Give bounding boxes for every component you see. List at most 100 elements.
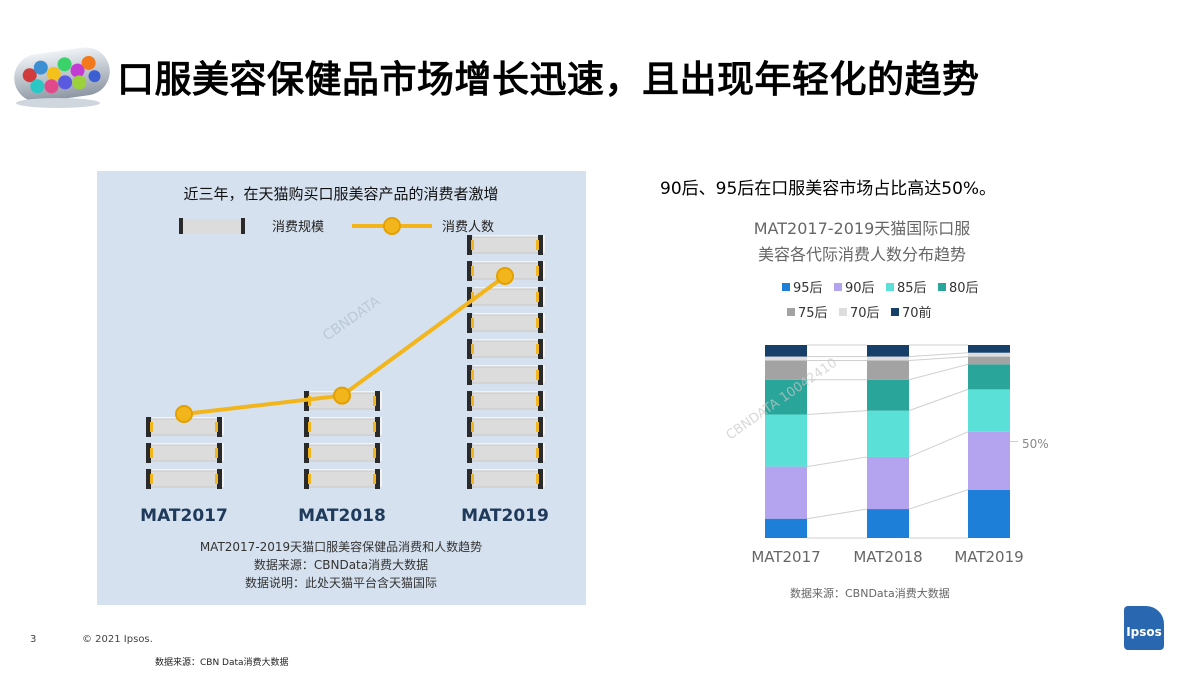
stack-bracket-right bbox=[538, 469, 543, 489]
stack-accent-left bbox=[471, 422, 474, 432]
x-label-MAT2019: MAT2019 bbox=[954, 548, 1023, 566]
connector bbox=[908, 388, 969, 412]
copyright: © 2021 Ipsos. bbox=[82, 634, 153, 645]
stack-bracket-right bbox=[538, 391, 543, 411]
stack-accent-left bbox=[471, 370, 474, 380]
stack-accent-left bbox=[471, 240, 474, 250]
stack-unit bbox=[468, 314, 542, 332]
legend-swatch bbox=[787, 308, 795, 316]
stack-accent-left bbox=[308, 474, 311, 484]
connector bbox=[908, 431, 969, 458]
stack-unit bbox=[468, 340, 542, 358]
stack-accent-left bbox=[471, 266, 474, 276]
stack-bracket-left bbox=[304, 417, 309, 437]
legend-swatch bbox=[782, 283, 790, 291]
stack-bracket-left bbox=[467, 391, 472, 411]
footer-source: 数据来源：CBN Data消费大数据 bbox=[155, 658, 289, 668]
stack-bracket-right bbox=[538, 339, 543, 359]
stack-accent-left bbox=[471, 474, 474, 484]
connector-lines bbox=[806, 344, 1018, 539]
connector bbox=[806, 456, 868, 468]
legend-item-70前: 70前 bbox=[891, 305, 932, 321]
fifty-percent-annotation: 50% bbox=[1022, 437, 1049, 451]
stack-accent-right bbox=[373, 422, 376, 432]
segment-95后-MAT2017 bbox=[765, 518, 807, 538]
stack-bracket-left bbox=[467, 235, 472, 255]
left-chart: 近三年，在天猫购买口服美容产品的消费者激增 消费规模 消费人数 MAT2017 MA… bbox=[140, 185, 549, 590]
legend-swatch bbox=[839, 308, 847, 316]
capsule-pill-icon bbox=[14, 47, 110, 108]
stack-bracket-right bbox=[538, 417, 543, 437]
stack-unit bbox=[468, 366, 542, 384]
stack-unit bbox=[305, 418, 379, 436]
legend-swatch bbox=[886, 283, 894, 291]
stack-bracket-left bbox=[146, 417, 151, 437]
stack-bracket-right bbox=[217, 417, 222, 437]
stacked-bar-MAT2018 bbox=[867, 345, 909, 538]
segment-85后-MAT2017 bbox=[765, 414, 807, 467]
stack-accent-right bbox=[536, 474, 539, 484]
x-label-MAT2017: MAT2017 bbox=[751, 548, 820, 566]
stack-accent-right bbox=[536, 370, 539, 380]
stack-accent-left bbox=[471, 396, 474, 406]
legend-item-85后: 85后 bbox=[886, 281, 927, 296]
stack-accent-right bbox=[373, 396, 376, 406]
stack-bracket-left bbox=[146, 443, 151, 463]
legend-item-80后: 80后 bbox=[938, 281, 979, 296]
stack-accent-right bbox=[536, 240, 539, 250]
legend-label-count: 消费人数 bbox=[442, 220, 494, 235]
segment-90后-MAT2019 bbox=[968, 431, 1010, 490]
stack-unit bbox=[468, 288, 542, 306]
left-chart-panel: 近三年，在天猫购买口服美容产品的消费者激增 消费规模 消费人数 MAT2017 MA… bbox=[97, 171, 586, 605]
stack-unit bbox=[468, 392, 542, 410]
x-label-MAT2018: MAT2018 bbox=[298, 506, 386, 526]
stack-bracket-right bbox=[538, 235, 543, 255]
count-point-MAT2019 bbox=[496, 267, 514, 285]
bar-stack-MAT2018 bbox=[304, 391, 382, 489]
connector bbox=[908, 356, 969, 361]
segment-75后-MAT2018 bbox=[867, 360, 909, 380]
segment-90后-MAT2018 bbox=[867, 456, 909, 510]
ipsos-logo: Ipsos bbox=[1124, 606, 1164, 650]
stack-bracket-left bbox=[304, 469, 309, 489]
segment-80后-MAT2017 bbox=[765, 379, 807, 415]
segment-90后-MAT2017 bbox=[765, 466, 807, 519]
segment-75后-MAT2019 bbox=[968, 356, 1010, 365]
stack-accent-right bbox=[536, 396, 539, 406]
bar-stacks bbox=[146, 235, 545, 489]
stacked-chart-source: 数据来源：CBNData消费大数据 bbox=[790, 586, 950, 600]
legend-label: 75后 bbox=[798, 306, 828, 321]
stack-unit bbox=[468, 444, 542, 462]
count-point-MAT2018 bbox=[333, 386, 351, 405]
connector bbox=[806, 410, 868, 415]
stack-bracket-right bbox=[538, 313, 543, 333]
stack-accent-left bbox=[471, 448, 474, 458]
segment-95后-MAT2018 bbox=[867, 509, 909, 538]
stack-bracket-right bbox=[538, 261, 543, 281]
stack-accent-right bbox=[536, 292, 539, 302]
x-axis-labels: MAT2017 MAT2018 MAT2019 bbox=[751, 548, 1023, 566]
segment-95后-MAT2019 bbox=[968, 489, 1010, 538]
stacked-bar-MAT2017 bbox=[765, 345, 807, 538]
left-chart-heading: 近三年，在天猫购买口服美容产品的消费者激增 bbox=[183, 185, 498, 203]
legend-item-90后: 90后 bbox=[834, 281, 875, 296]
watermark: CBNDATA bbox=[320, 293, 384, 344]
bar-stack-MAT2019 bbox=[467, 235, 545, 489]
stack-bracket-left bbox=[467, 287, 472, 307]
stack-accent-left bbox=[471, 344, 474, 354]
legend-label: 70后 bbox=[850, 306, 880, 321]
x-label-MAT2017: MAT2017 bbox=[140, 506, 228, 526]
legend-item-95后: 95后 bbox=[782, 281, 823, 296]
title-row: 口服美容保健品市场增长迅速，且出现年轻化的趋势 bbox=[8, 36, 980, 116]
x-axis-labels: MAT2017 MAT2018 MAT2019 bbox=[140, 506, 549, 526]
count-point-MAT2017 bbox=[175, 405, 193, 423]
segment-85后-MAT2019 bbox=[968, 389, 1010, 432]
stack-bracket-left bbox=[467, 417, 472, 437]
stacked-chart-legend: 95后 90后 85后 80后 75后 70后 70前 bbox=[782, 281, 979, 321]
segment-75后-MAT2017 bbox=[765, 360, 807, 380]
connector bbox=[908, 352, 969, 358]
segment-80后-MAT2019 bbox=[968, 364, 1010, 390]
legend-label: 90后 bbox=[845, 281, 875, 296]
legend-item-scale: 消费规模 bbox=[179, 218, 324, 235]
stack-bracket-left bbox=[467, 365, 472, 385]
